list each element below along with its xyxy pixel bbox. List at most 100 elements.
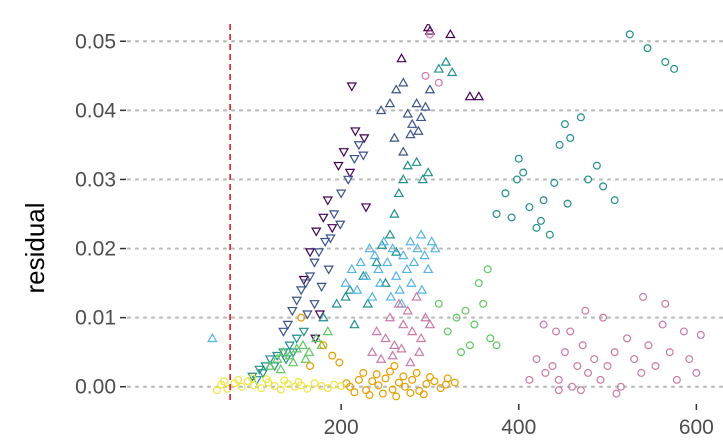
data-point-circle xyxy=(644,341,653,350)
data-point-circle xyxy=(532,223,541,232)
data-point-circle xyxy=(415,386,424,395)
data-point-circle xyxy=(335,358,344,367)
data-point-triangle-up xyxy=(375,353,387,363)
data-point-circle xyxy=(399,372,408,381)
data-point-triangle-up xyxy=(433,63,445,73)
data-point-triangle-up xyxy=(271,353,283,363)
data-point-circle xyxy=(552,327,561,336)
data-point-triangle-up xyxy=(318,312,329,322)
data-point-triangle-down xyxy=(349,154,360,165)
data-point-triangle-up xyxy=(366,346,378,356)
data-point-triangle-down xyxy=(314,310,326,320)
data-point-triangle-up xyxy=(408,256,420,267)
data-point-triangle-up xyxy=(389,132,400,142)
data-point-circle xyxy=(359,368,368,377)
data-point-triangle-down xyxy=(280,355,292,365)
data-point-triangle-up xyxy=(384,312,396,322)
y-tick-label: 0.00 xyxy=(75,376,116,399)
data-point-triangle-down xyxy=(316,282,327,292)
data-point-circle xyxy=(323,384,332,393)
data-point-triangle-down xyxy=(271,351,283,362)
data-point-circle xyxy=(651,362,660,371)
data-point-triangle-up xyxy=(398,146,409,156)
data-point-circle xyxy=(483,265,492,274)
data-point-circle xyxy=(390,362,399,371)
data-point-circle xyxy=(560,348,569,357)
data-point-circle xyxy=(532,355,541,364)
data-point-circle xyxy=(294,377,303,386)
data-point-circle xyxy=(434,78,443,87)
data-point-circle xyxy=(584,175,593,184)
data-point-circle xyxy=(560,120,569,129)
data-point-triangle-up xyxy=(411,98,422,108)
data-point-triangle-up xyxy=(303,346,315,356)
data-point-circle xyxy=(422,379,431,388)
data-point-triangle-up xyxy=(406,277,417,287)
data-point-circle xyxy=(576,113,585,122)
data-point-circle xyxy=(368,377,377,386)
data-point-triangle-down xyxy=(291,296,302,306)
data-point-triangle-down xyxy=(346,82,358,92)
data-point-circle xyxy=(257,384,266,393)
x-tick-label: 400 xyxy=(501,416,536,439)
data-point-circle xyxy=(434,299,443,308)
data-point-circle xyxy=(237,382,246,391)
data-point-circle xyxy=(578,341,587,350)
data-point-circle xyxy=(443,327,452,336)
data-point-triangle-down xyxy=(284,341,295,351)
data-point-circle xyxy=(501,189,510,198)
data-point-circle xyxy=(474,279,483,288)
data-point-circle xyxy=(297,313,306,322)
data-point-triangle-up xyxy=(411,156,422,166)
data-point-circle xyxy=(401,382,410,391)
data-point-triangle-up xyxy=(422,167,434,177)
data-point-triangle-up xyxy=(351,284,363,294)
data-point-triangle-down xyxy=(318,213,329,223)
data-point-circle xyxy=(219,377,228,386)
data-point-triangle-down xyxy=(264,355,276,365)
data-point-triangle-up xyxy=(417,174,429,184)
data-point-triangle-up xyxy=(297,339,309,350)
data-point-triangle-up xyxy=(394,284,405,294)
data-point-triangle-up xyxy=(390,84,402,94)
data-point-circle xyxy=(385,367,394,376)
data-point-triangle-up xyxy=(207,332,218,343)
data-point-circle xyxy=(381,374,390,383)
data-point-circle xyxy=(536,216,545,225)
data-point-circle xyxy=(430,377,439,386)
data-point-circle xyxy=(563,199,572,208)
data-point-triangle-up xyxy=(387,243,398,253)
data-point-circle xyxy=(539,320,548,329)
data-point-triangle-down xyxy=(335,189,347,199)
data-point-triangle-down xyxy=(298,327,310,337)
data-point-circle xyxy=(425,30,434,39)
data-point-circle xyxy=(692,368,701,377)
data-point-triangle-down xyxy=(282,320,294,330)
data-point-circle xyxy=(545,230,554,239)
data-point-circle xyxy=(514,154,523,163)
data-point-triangle-up xyxy=(340,291,351,301)
data-point-circle xyxy=(592,161,601,170)
data-point-circle xyxy=(541,368,550,377)
data-point-circle xyxy=(554,375,563,384)
data-point-circle xyxy=(303,384,312,393)
data-point-circle xyxy=(555,140,564,149)
data-point-triangle-up xyxy=(322,326,334,336)
data-point-triangle-up xyxy=(396,53,407,63)
data-point-triangle-up xyxy=(278,346,289,356)
data-point-triangle-up xyxy=(393,298,405,308)
data-point-triangle-up xyxy=(389,208,400,218)
data-point-triangle-up xyxy=(430,243,441,253)
data-point-triangle-up xyxy=(287,357,299,367)
data-point-circle xyxy=(412,368,421,377)
data-point-triangle-down xyxy=(287,348,299,358)
data-point-triangle-up xyxy=(405,357,416,367)
data-point-triangle-down xyxy=(309,300,320,310)
data-point-triangle-up xyxy=(264,360,276,370)
data-point-triangle-up xyxy=(424,25,436,35)
data-point-circle xyxy=(630,355,639,364)
data-point-circle xyxy=(672,375,681,384)
data-point-triangle-down xyxy=(323,265,334,275)
data-point-triangle-up xyxy=(419,250,430,260)
